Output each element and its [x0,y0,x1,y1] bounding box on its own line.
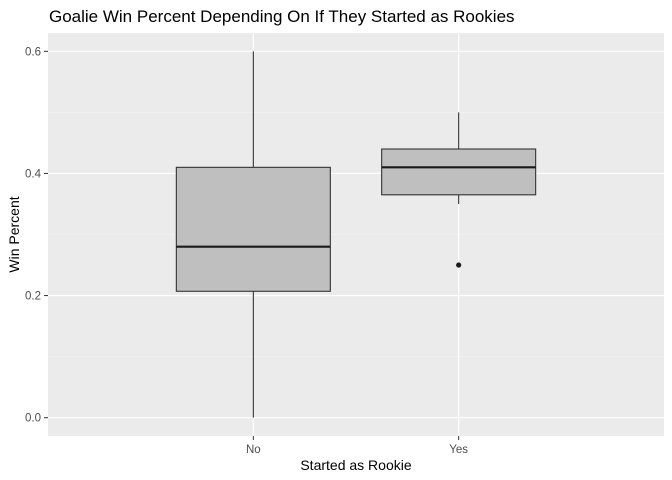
y-axis: 0.0 0.2 0.4 0.6 [25,46,48,425]
x-axis-title: Started as Rookie [300,457,411,473]
outlier-point [456,262,462,268]
interquartile-box [381,148,537,196]
y-tick-label: 0.0 [25,413,41,425]
x-tick-label: No [246,444,261,456]
box-yes [381,112,537,268]
x-tick-label: Yes [449,444,468,456]
y-tick-label: 0.4 [25,168,42,180]
box-no [175,51,331,418]
y-tick-label: 0.2 [25,291,41,303]
interquartile-box [175,166,331,292]
boxes [175,51,537,418]
chart-title: Goalie Win Percent Depending On If They … [49,7,515,26]
y-axis-title: Win Percent [6,196,22,272]
x-axis: No Yes [246,436,468,456]
y-tick-label: 0.6 [25,46,41,58]
